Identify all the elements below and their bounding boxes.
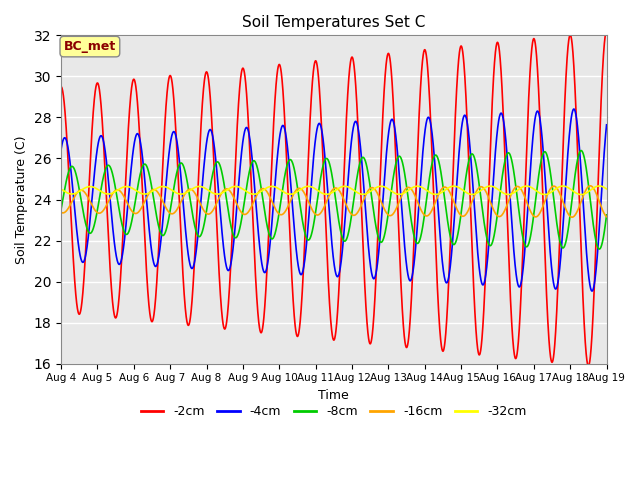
-4cm <box>570 106 578 112</box>
-4cm <box>290 221 298 227</box>
-4cm <box>533 108 541 114</box>
-4cm <box>588 288 596 294</box>
-2cm <box>57 84 65 90</box>
-16cm <box>603 214 611 219</box>
-32cm <box>603 186 611 192</box>
-8cm <box>577 148 585 154</box>
-32cm <box>290 191 298 196</box>
-4cm <box>152 264 159 269</box>
-2cm <box>584 363 592 369</box>
-16cm <box>568 214 576 220</box>
-16cm <box>586 183 594 189</box>
-4cm <box>266 239 274 245</box>
-8cm <box>57 207 65 213</box>
-2cm <box>592 239 600 244</box>
Y-axis label: Soil Temperature (C): Soil Temperature (C) <box>15 135 28 264</box>
-8cm <box>120 226 127 232</box>
-2cm <box>120 226 127 232</box>
-4cm <box>603 122 611 128</box>
-32cm <box>120 184 127 190</box>
-4cm <box>593 265 600 271</box>
-8cm <box>152 208 159 214</box>
Line: -4cm: -4cm <box>61 109 607 291</box>
-16cm <box>290 191 298 196</box>
Line: -2cm: -2cm <box>61 31 607 366</box>
-32cm <box>533 189 541 194</box>
-2cm <box>603 28 611 34</box>
-32cm <box>595 183 603 189</box>
-32cm <box>592 184 600 190</box>
-4cm <box>120 247 127 252</box>
-16cm <box>266 195 274 201</box>
Line: -8cm: -8cm <box>61 151 607 249</box>
-2cm <box>533 60 541 66</box>
Text: BC_met: BC_met <box>64 40 116 53</box>
-8cm <box>592 239 600 244</box>
Line: -32cm: -32cm <box>61 186 607 194</box>
-8cm <box>533 185 541 191</box>
-8cm <box>595 246 603 252</box>
Legend: -2cm, -4cm, -8cm, -16cm, -32cm: -2cm, -4cm, -8cm, -16cm, -32cm <box>136 400 532 423</box>
-4cm <box>57 147 65 153</box>
-32cm <box>266 184 274 190</box>
-16cm <box>57 209 65 215</box>
-2cm <box>266 195 274 201</box>
-32cm <box>57 186 65 192</box>
-8cm <box>290 165 298 170</box>
-16cm <box>152 187 159 193</box>
-8cm <box>266 234 274 240</box>
-32cm <box>577 192 585 197</box>
Line: -16cm: -16cm <box>61 186 607 217</box>
Title: Soil Temperatures Set C: Soil Temperatures Set C <box>242 15 426 30</box>
-16cm <box>593 191 600 196</box>
-2cm <box>152 295 159 301</box>
X-axis label: Time: Time <box>319 389 349 402</box>
-16cm <box>533 214 541 219</box>
-8cm <box>603 212 611 218</box>
-2cm <box>290 308 298 314</box>
-16cm <box>120 192 127 198</box>
-32cm <box>152 186 159 192</box>
